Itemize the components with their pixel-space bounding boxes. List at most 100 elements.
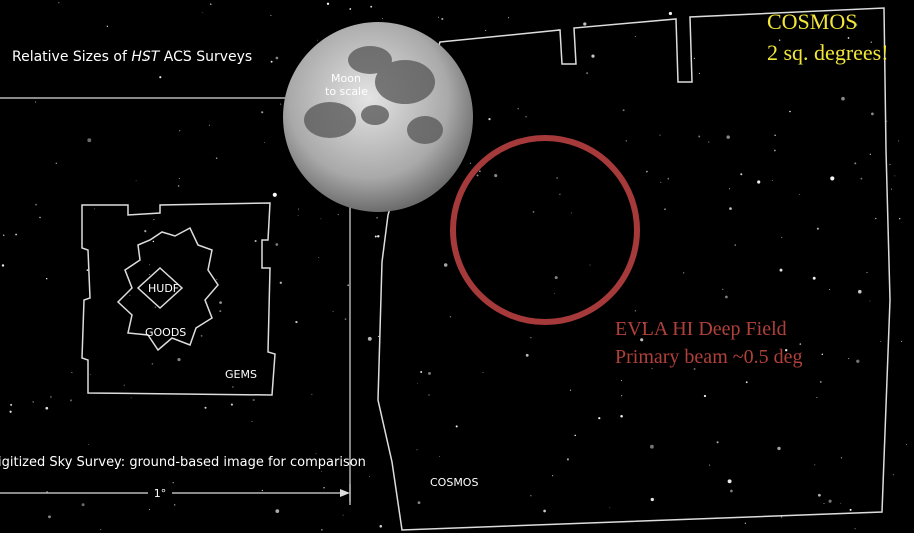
star — [94, 208, 95, 210]
star — [439, 456, 440, 457]
star — [219, 301, 222, 304]
star — [367, 336, 372, 341]
star — [215, 157, 218, 159]
star — [428, 371, 431, 375]
star — [323, 487, 325, 489]
star — [871, 112, 874, 116]
star — [727, 479, 732, 484]
star — [144, 58, 147, 60]
star — [821, 353, 824, 355]
star — [744, 522, 747, 525]
star — [900, 340, 903, 343]
star — [9, 410, 12, 413]
star — [780, 516, 783, 518]
star — [311, 393, 313, 395]
star — [378, 335, 380, 337]
hudf-outline — [136, 266, 184, 310]
star — [295, 321, 298, 324]
star — [784, 348, 788, 352]
cosmos-note: COSMOS — [767, 9, 857, 34]
title-part: HST — [131, 49, 160, 65]
star — [730, 489, 733, 493]
star — [35, 101, 37, 103]
star — [781, 236, 783, 238]
star — [270, 14, 272, 17]
star — [35, 203, 37, 206]
star — [708, 141, 710, 143]
star — [591, 54, 595, 58]
star — [69, 399, 73, 402]
star — [553, 293, 555, 294]
star — [530, 337, 532, 339]
star — [261, 489, 263, 492]
star — [455, 425, 458, 428]
star — [860, 177, 863, 180]
star — [135, 180, 137, 182]
star — [854, 162, 857, 165]
star — [332, 310, 334, 313]
star — [449, 316, 452, 318]
star — [634, 36, 636, 37]
star — [698, 135, 701, 138]
star — [344, 318, 347, 320]
star — [204, 406, 207, 409]
star — [1, 264, 5, 267]
star — [488, 118, 491, 121]
star — [87, 444, 89, 445]
star — [875, 217, 877, 220]
star — [880, 341, 882, 342]
star — [552, 475, 554, 477]
star — [818, 493, 821, 497]
star — [55, 162, 58, 165]
star — [89, 373, 91, 375]
moon-label: Moon — [331, 72, 361, 85]
star — [693, 368, 696, 370]
star — [659, 134, 661, 136]
star — [698, 72, 700, 74]
star — [651, 368, 653, 370]
star — [819, 380, 822, 383]
star — [485, 29, 487, 31]
star — [148, 509, 150, 511]
star — [849, 508, 852, 511]
star — [270, 60, 273, 63]
star — [734, 244, 736, 246]
star — [469, 162, 472, 164]
star — [848, 358, 850, 360]
star — [559, 193, 561, 196]
star — [177, 358, 181, 362]
star — [479, 170, 481, 172]
star — [709, 464, 711, 466]
star — [574, 434, 576, 437]
star — [275, 509, 280, 513]
star — [543, 509, 546, 513]
star — [376, 217, 378, 219]
star — [640, 338, 644, 342]
star — [570, 212, 572, 214]
star — [725, 333, 728, 335]
gems-label: GEMS — [225, 368, 257, 381]
star — [889, 163, 891, 166]
star — [174, 504, 176, 506]
star — [315, 453, 317, 455]
star — [151, 363, 154, 365]
star — [279, 281, 282, 284]
star — [556, 177, 558, 179]
star — [745, 381, 748, 384]
star — [828, 499, 832, 503]
evla-beam — [450, 135, 640, 325]
star — [774, 134, 776, 136]
star — [45, 406, 49, 410]
star — [148, 264, 150, 266]
scale-label: 1° — [154, 487, 167, 500]
star — [583, 22, 587, 26]
star — [370, 5, 373, 8]
star — [159, 76, 162, 79]
star — [321, 471, 323, 473]
star — [625, 140, 627, 142]
star — [894, 175, 896, 177]
star — [39, 216, 41, 219]
star — [722, 288, 724, 290]
star — [178, 178, 180, 180]
